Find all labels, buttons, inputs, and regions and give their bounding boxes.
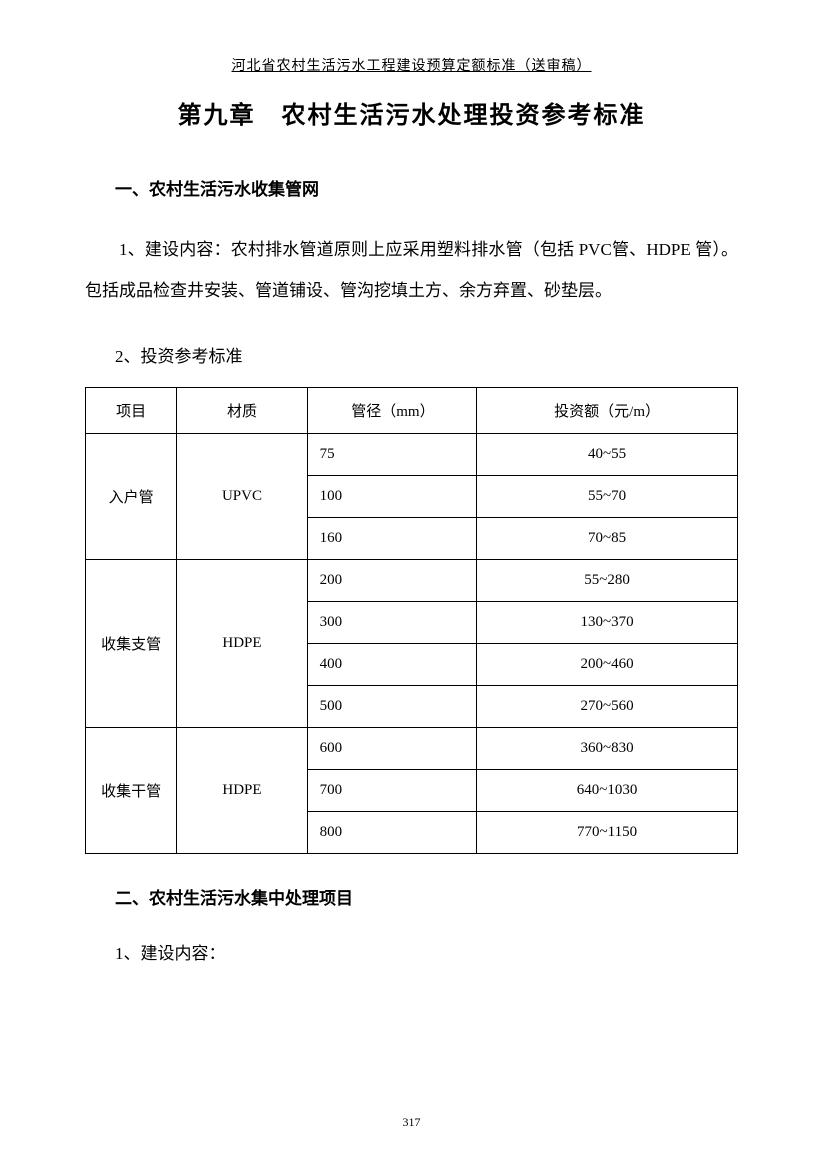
td-diameter: 200 [307, 559, 477, 601]
th-item: 项目 [86, 387, 177, 433]
th-investment: 投资额（元/m） [477, 387, 738, 433]
th-material: 材质 [177, 387, 307, 433]
td-diameter: 700 [307, 769, 477, 811]
td-material: HDPE [177, 559, 307, 727]
td-item: 入户管 [86, 433, 177, 559]
page-number: 317 [0, 1115, 823, 1130]
td-investment: 770~1150 [477, 811, 738, 853]
section-1-sub2-label: 2、投资参考标准 [85, 342, 738, 367]
td-item: 收集支管 [86, 559, 177, 727]
section-1-sub1-paragraph: 1、建设内容：农村排水管道原则上应采用塑料排水管（包括 PVC管、HDPE 管）… [85, 230, 738, 312]
td-material: UPVC [177, 433, 307, 559]
td-diameter: 75 [307, 433, 477, 475]
td-investment: 200~460 [477, 643, 738, 685]
chapter-title: 第九章 农村生活污水处理投资参考标准 [85, 95, 738, 130]
td-investment: 640~1030 [477, 769, 738, 811]
td-diameter: 160 [307, 517, 477, 559]
td-diameter: 100 [307, 475, 477, 517]
td-investment: 40~55 [477, 433, 738, 475]
td-diameter: 400 [307, 643, 477, 685]
investment-table: 项目 材质 管径（mm） 投资额（元/m） 入户管UPVC7540~551005… [85, 387, 738, 854]
td-investment: 55~70 [477, 475, 738, 517]
td-diameter: 500 [307, 685, 477, 727]
table-header-row: 项目 材质 管径（mm） 投资额（元/m） [86, 387, 738, 433]
td-investment: 130~370 [477, 601, 738, 643]
table-row: 入户管UPVC7540~55 [86, 433, 738, 475]
td-diameter: 300 [307, 601, 477, 643]
td-investment: 270~560 [477, 685, 738, 727]
document-header: 河北省农村生活污水工程建设预算定额标准（送审稿） [85, 55, 738, 75]
th-diameter: 管径（mm） [307, 387, 477, 433]
td-diameter: 600 [307, 727, 477, 769]
section-2-heading: 二、农村生活污水集中处理项目 [85, 884, 738, 909]
table-row: 收集干管HDPE600360~830 [86, 727, 738, 769]
td-item: 收集干管 [86, 727, 177, 853]
table-row: 收集支管HDPE20055~280 [86, 559, 738, 601]
td-diameter: 800 [307, 811, 477, 853]
section-1-heading: 一、农村生活污水收集管网 [85, 175, 738, 200]
td-investment: 360~830 [477, 727, 738, 769]
td-investment: 70~85 [477, 517, 738, 559]
td-investment: 55~280 [477, 559, 738, 601]
section-2-sub1-label: 1、建设内容： [85, 939, 738, 964]
sub1-label: 1、建设内容： [119, 240, 231, 259]
td-material: HDPE [177, 727, 307, 853]
